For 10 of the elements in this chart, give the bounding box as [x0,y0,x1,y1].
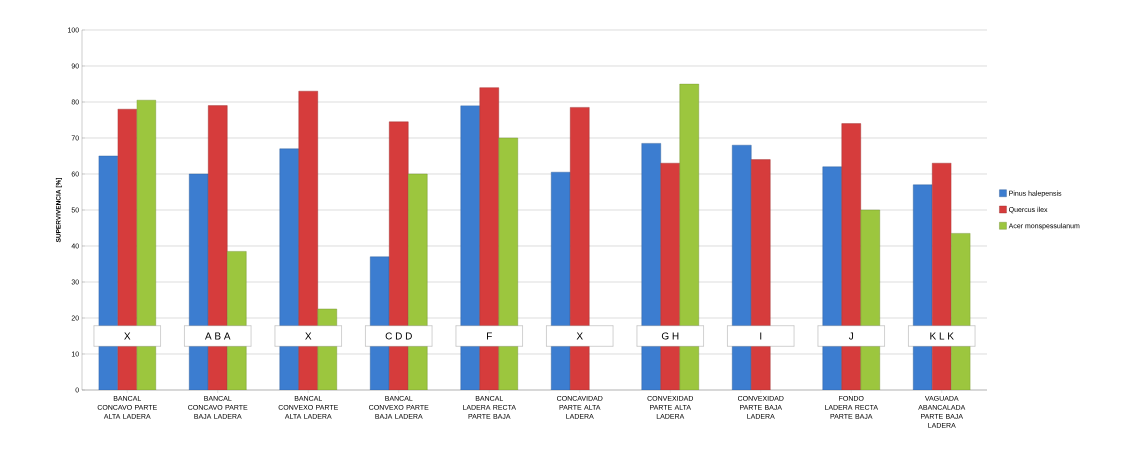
annotation: X [124,332,131,340]
annotation: G H [661,332,679,340]
annotation: X [576,332,583,340]
annotation: F [487,332,492,340]
annotation: A B A [204,332,231,340]
annotation: X [305,332,312,340]
annotation: K L K [930,332,954,340]
annotation: J [848,332,854,340]
annotation: I [760,332,762,340]
annotation: C D D [385,332,412,340]
